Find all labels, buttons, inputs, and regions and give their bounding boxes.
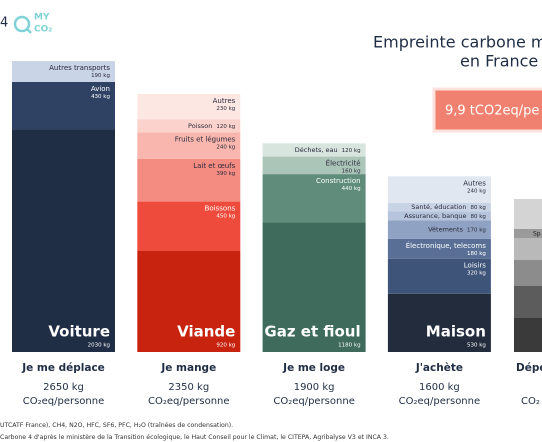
- partial-column: Sp Dépe CO₂: [514, 199, 542, 407]
- segment-value: 180 kg: [467, 251, 486, 257]
- segment-label: Vêtements 170 kg: [428, 226, 486, 234]
- segment-value: 120 kg: [342, 147, 361, 153]
- column-total: 2350 kg: [168, 382, 209, 393]
- segment-label: Avion: [91, 85, 110, 93]
- partial-segment: [514, 260, 542, 286]
- logo-icon: [26, 28, 32, 34]
- segment-value: 230 kg: [216, 106, 235, 112]
- segment-value: 390 kg: [216, 171, 235, 177]
- segment-value: 160 kg: [342, 169, 361, 175]
- segment-value: 920 kg: [216, 343, 235, 349]
- segment-label: Assurance, banque 80 kg: [404, 212, 486, 220]
- segment: [12, 61, 115, 82]
- column-total: 1600 kg: [419, 382, 460, 393]
- segment-value: 120 kg: [216, 123, 235, 129]
- segment-value: 430 kg: [91, 94, 110, 100]
- partial-segment: [514, 238, 542, 260]
- segment-value: 1180 kg: [338, 343, 360, 349]
- chart-subtitle: en France: [460, 52, 538, 71]
- segment-label: Construction: [316, 177, 361, 185]
- segment-label: Poisson 120 kg: [188, 122, 235, 130]
- column-total: 2650 kg: [43, 382, 84, 393]
- column-name: Dépe: [516, 362, 542, 374]
- column-name: Je me loge: [282, 362, 345, 374]
- segment-label: Santé, éducation 80 kg: [411, 203, 486, 211]
- segment-value: 240 kg: [216, 144, 235, 150]
- column-unit: CO₂eq/personne: [273, 396, 355, 407]
- badge: [432, 87, 542, 133]
- segment-name: Santé, éducation: [411, 203, 466, 211]
- segment-value: 80 kg: [470, 205, 485, 211]
- logo-text: MY: [34, 13, 50, 23]
- segment-name: Poisson: [188, 122, 212, 130]
- segment: [387, 176, 491, 203]
- segment-label: Boissons: [205, 205, 236, 213]
- segment-label: Autres: [463, 179, 486, 187]
- segment-value: 450 kg: [216, 214, 235, 220]
- segment-label: Maison: [426, 323, 486, 341]
- column-total: 1900 kg: [294, 382, 335, 393]
- segment-label: Autres: [213, 97, 236, 105]
- column-name: Je mange: [160, 362, 216, 374]
- segment: [262, 156, 366, 175]
- segment: [262, 222, 366, 352]
- partial-segment: [514, 318, 542, 352]
- logo-icon: [13, 15, 31, 33]
- segment-value: 190 kg: [91, 73, 110, 79]
- segment: [387, 211, 491, 221]
- column-unit: CO₂eq/personne: [23, 396, 105, 407]
- segment: [387, 220, 491, 239]
- partial-segment: [514, 286, 542, 318]
- segment-label: Déchets, eau 120 kg: [295, 146, 361, 154]
- segment-name: Déchets, eau: [295, 146, 338, 154]
- footnote: UTCATF France), CH4, N2O, HFC, SF6, PFC,…: [0, 421, 233, 429]
- segment-name: Vêtements: [428, 226, 463, 234]
- segment-value: 530 kg: [467, 343, 486, 349]
- segment: [387, 293, 491, 352]
- segment-value: 2030 kg: [88, 343, 110, 349]
- segment: [137, 201, 241, 251]
- segment-label: Viande: [177, 323, 235, 341]
- partial-segment: [514, 229, 542, 238]
- segment-label: Électronique, telecoms: [406, 241, 487, 250]
- segment: [137, 119, 241, 133]
- segment-label: Électricité: [326, 159, 361, 168]
- segment: [137, 132, 241, 159]
- segment: [387, 258, 491, 294]
- segment-value: 240 kg: [467, 188, 486, 194]
- column-name: Je me déplace: [21, 362, 105, 374]
- segment: [262, 174, 366, 223]
- segment-value: 170 kg: [467, 227, 486, 233]
- column-unit: CO₂: [521, 396, 540, 407]
- segment: [137, 158, 241, 202]
- segment-label: Fruits et légumes: [175, 135, 236, 143]
- segment: [12, 129, 115, 352]
- logo-text: CO₂: [34, 25, 52, 35]
- column-unit: CO₂eq/personne: [399, 396, 481, 407]
- segment-label: Voiture: [48, 323, 110, 341]
- badge-text: 9,9 tCO2eq/pe: [445, 104, 539, 119]
- segment: [387, 202, 491, 212]
- segment-value: 320 kg: [467, 271, 486, 277]
- segment: [137, 250, 241, 352]
- segment-label: Lait et œufs: [193, 162, 235, 170]
- segment-value: 80 kg: [470, 213, 485, 219]
- segment: [387, 238, 491, 259]
- footnote: Carbone 4 d'après le ministère de la Tra…: [0, 433, 389, 441]
- chart-title: Empreinte carbone m: [373, 33, 542, 52]
- segment: [262, 143, 366, 157]
- segment: [137, 93, 241, 120]
- column-unit: CO₂eq/personne: [148, 396, 230, 407]
- segment-label: Autres transports: [49, 64, 110, 72]
- logo-number: 4: [0, 16, 8, 31]
- segment-label: Sp: [533, 231, 541, 238]
- column-name: J'achète: [415, 362, 463, 374]
- segment: [12, 81, 115, 130]
- segment-label: Gaz et fioul: [264, 323, 360, 341]
- segment-name: Assurance, banque: [404, 212, 466, 220]
- segment-value: 440 kg: [342, 186, 361, 192]
- segment-label: Loisirs: [464, 262, 486, 270]
- partial-segment: [514, 199, 542, 229]
